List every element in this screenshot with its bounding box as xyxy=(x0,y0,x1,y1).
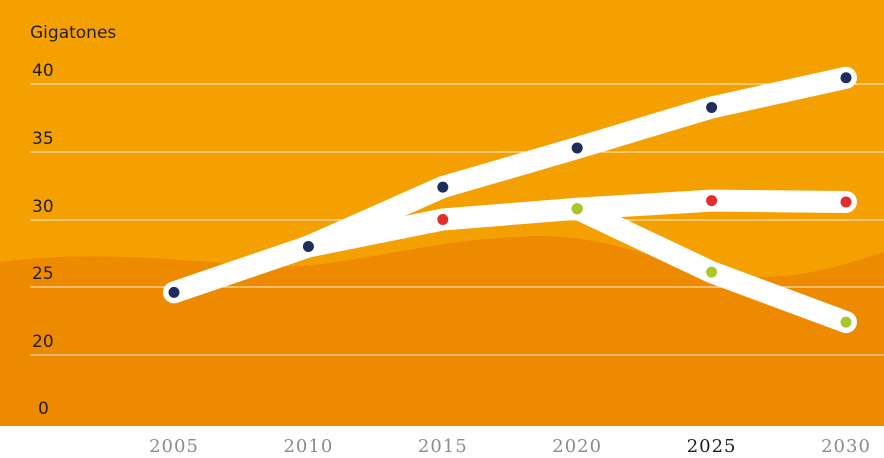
y-tick-label: 30 xyxy=(32,197,54,217)
y-tick-label: 0 xyxy=(38,399,49,419)
x-tick-label: 2020 xyxy=(552,436,602,457)
data-points xyxy=(168,72,852,328)
data-point-series-2 xyxy=(840,196,852,208)
x-tick-label: 2030 xyxy=(821,436,871,457)
y-tick-label: 20 xyxy=(32,332,54,352)
data-point-series-1 xyxy=(302,241,314,252)
x-tick-label: 2015 xyxy=(418,436,468,457)
data-point-series-3 xyxy=(706,266,718,278)
x-tick-labels: 2005 2010 2015 2020 2025 2030 xyxy=(149,436,871,457)
x-tick-label: 2005 xyxy=(149,436,199,457)
y-tick-labels: 20 25 30 35 40 0 xyxy=(32,61,54,419)
x-tick-label: 2010 xyxy=(283,436,333,457)
data-point-series-2 xyxy=(437,214,449,225)
data-point-series-1 xyxy=(437,181,449,193)
data-point-series-3 xyxy=(840,316,852,328)
y-tick-label: 35 xyxy=(32,129,54,149)
data-point-series-1 xyxy=(706,101,718,113)
series-line-1 xyxy=(163,66,857,304)
data-point-series-2 xyxy=(706,195,718,207)
data-point-series-1 xyxy=(840,72,852,84)
y-tick-label: 40 xyxy=(32,61,54,81)
data-point-series-3 xyxy=(571,203,583,215)
y-tick-label: 25 xyxy=(32,264,54,284)
data-point-series-1 xyxy=(571,142,583,154)
data-point-series-1 xyxy=(168,286,180,298)
x-tick-label: 2025 xyxy=(687,436,737,457)
y-axis-label: Gigatones xyxy=(30,23,116,43)
